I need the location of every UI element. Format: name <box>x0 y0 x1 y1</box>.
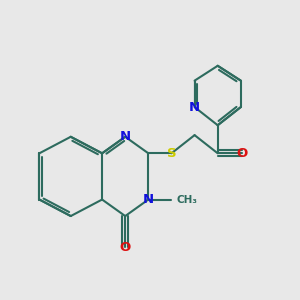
Text: N: N <box>143 193 154 206</box>
Text: N: N <box>189 100 200 114</box>
Text: CH₃: CH₃ <box>176 194 197 205</box>
Text: N: N <box>120 130 131 143</box>
Text: O: O <box>237 147 248 160</box>
Text: O: O <box>120 241 131 254</box>
Text: S: S <box>167 147 176 160</box>
